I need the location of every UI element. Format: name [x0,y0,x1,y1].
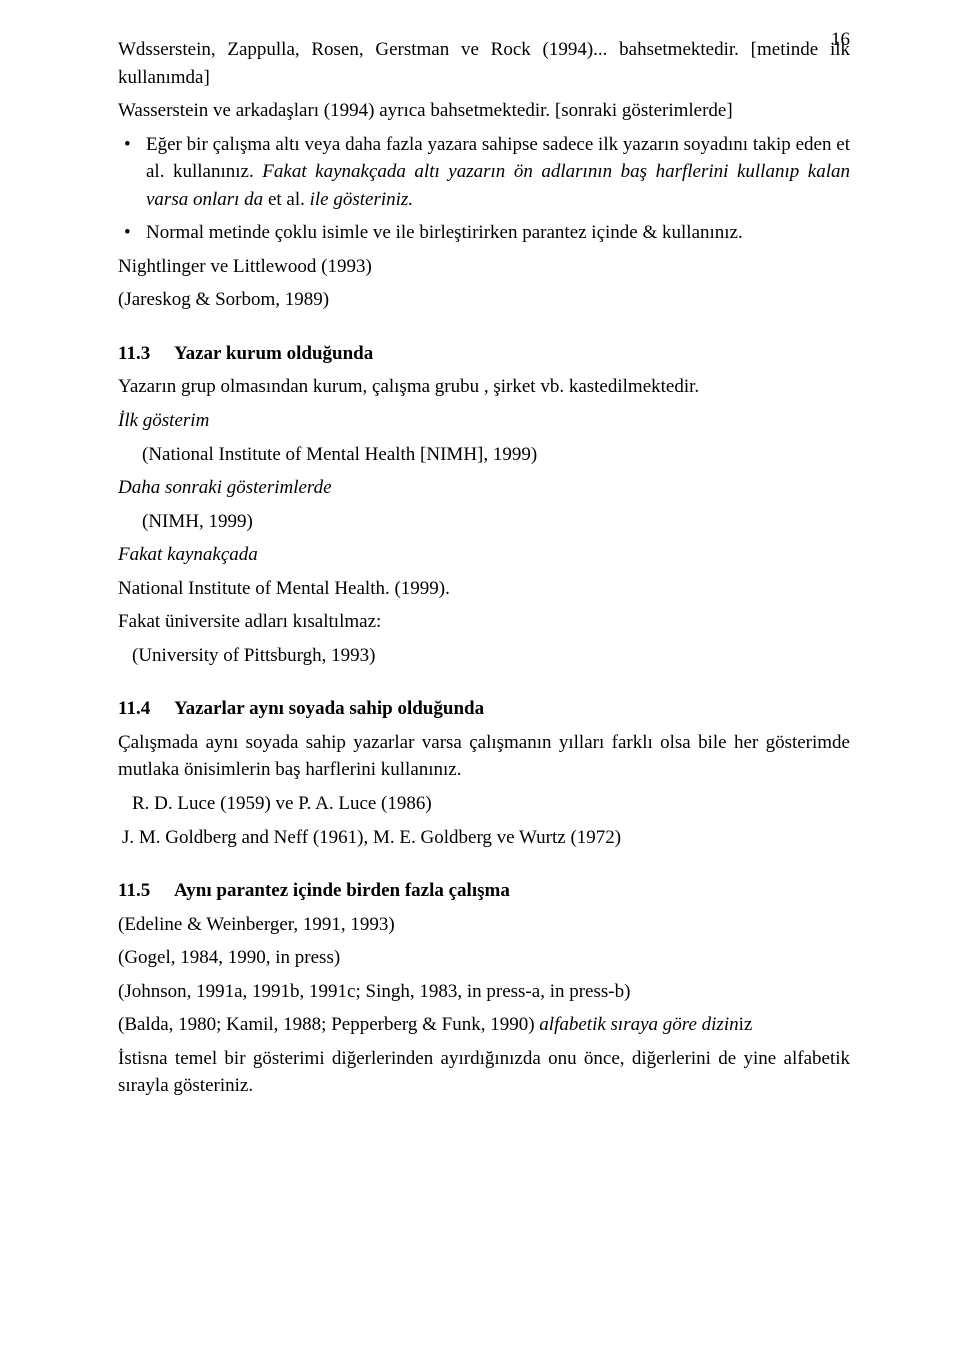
intro-text-2a: Wasserstein ve arkadaşları (1994) ayrıca… [118,100,555,121]
section-number: 11.4 [118,695,174,723]
section-number: 11.3 [118,340,174,368]
bullet-text: Normal metinde çok [146,222,302,243]
section-title-text: Yazar kurum olduğunda [174,343,373,364]
example-line: (Johnson, 1991a, 1991b, 1991c; Singh, 19… [118,978,850,1006]
example-line: (Jareskog & Sorbom, 1989) [118,286,850,314]
page-number: 16 [831,26,850,54]
section-heading-11-3: 11.3Yazar kurum olduğunda [118,340,850,368]
example-text: (Balda, 1980; Kamil, 1988; Pepperberg & … [118,1014,539,1035]
example-line: (Edeline & Weinberger, 1991, 1993) [118,911,850,939]
page: 16 Wdsserstein, Zappulla, Rosen, Gerstma… [0,0,960,1370]
example-line: (NIMH, 1999) [118,508,850,536]
bullet-item: Normal metinde çoklu isimle ve ile birle… [118,219,850,247]
section-heading-11-4: 11.4Yazarlar aynı soyada sahip olduğunda [118,695,850,723]
bullet-list-1: Eğer bir çalışma altı veya daha fazla ya… [118,131,850,247]
bullet-text: lu isimle ve ile birleştirirken parantez… [302,222,743,243]
label-university: Fakat üniversite adları kısaltılmaz: [118,608,850,636]
section-heading-11-5: 11.5Aynı parantez içinde birden fazla ça… [118,877,850,905]
bullet-item: Eğer bir çalışma altı veya daha fazla ya… [118,131,850,214]
label-later-citations: Daha sonraki gösterimlerde [118,474,850,502]
example-line: R. D. Luce (1959) ve P. A. Luce (1986) [118,790,850,818]
intro-text-1a: Wdsserstein, Zappulla, Rosen, Gerstman v… [118,39,751,60]
section-title-text: Aynı parantez içinde birden fazla çalışm… [174,880,510,901]
label-first-citation: İlk gösterim [118,407,850,435]
example-line: J. M. Goldberg and Neff (1961), M. E. Go… [118,824,850,852]
section-intro: Yazarın grup olmasından kurum, çalışma g… [118,373,850,401]
section-body: Çalışmada aynı soyada sahip yazarlar var… [118,729,850,784]
intro-line-1: Wdsserstein, Zappulla, Rosen, Gerstman v… [118,36,850,91]
section-number: 11.5 [118,877,174,905]
bullet-italic: ile gösteriniz. [305,189,413,210]
example-italic: alfabetik sıraya göre dizin [539,1014,738,1035]
bullet-text: et al. [268,189,305,210]
section-closing: İstisna temel bir gösterimi diğerlerinde… [118,1045,850,1100]
example-line: (Balda, 1980; Kamil, 1988; Pepperberg & … [118,1011,850,1039]
intro-text-2b: [sonraki gösterimlerde] [555,100,733,121]
example-line: National Institute of Mental Health. (19… [118,575,850,603]
section-title-text: Yazarlar aynı soyada sahip olduğunda [174,698,484,719]
example-line: Nightlinger ve Littlewood (1993) [118,253,850,281]
example-line: (University of Pittsburgh, 1993) [118,642,850,670]
intro-line-2: Wasserstein ve arkadaşları (1994) ayrıca… [118,97,850,125]
example-text: iz [739,1014,753,1035]
label-bibliography: Fakat kaynakçada [118,541,850,569]
example-line: (Gogel, 1984, 1990, in press) [118,944,850,972]
example-line: (National Institute of Mental Health [NI… [118,441,850,469]
